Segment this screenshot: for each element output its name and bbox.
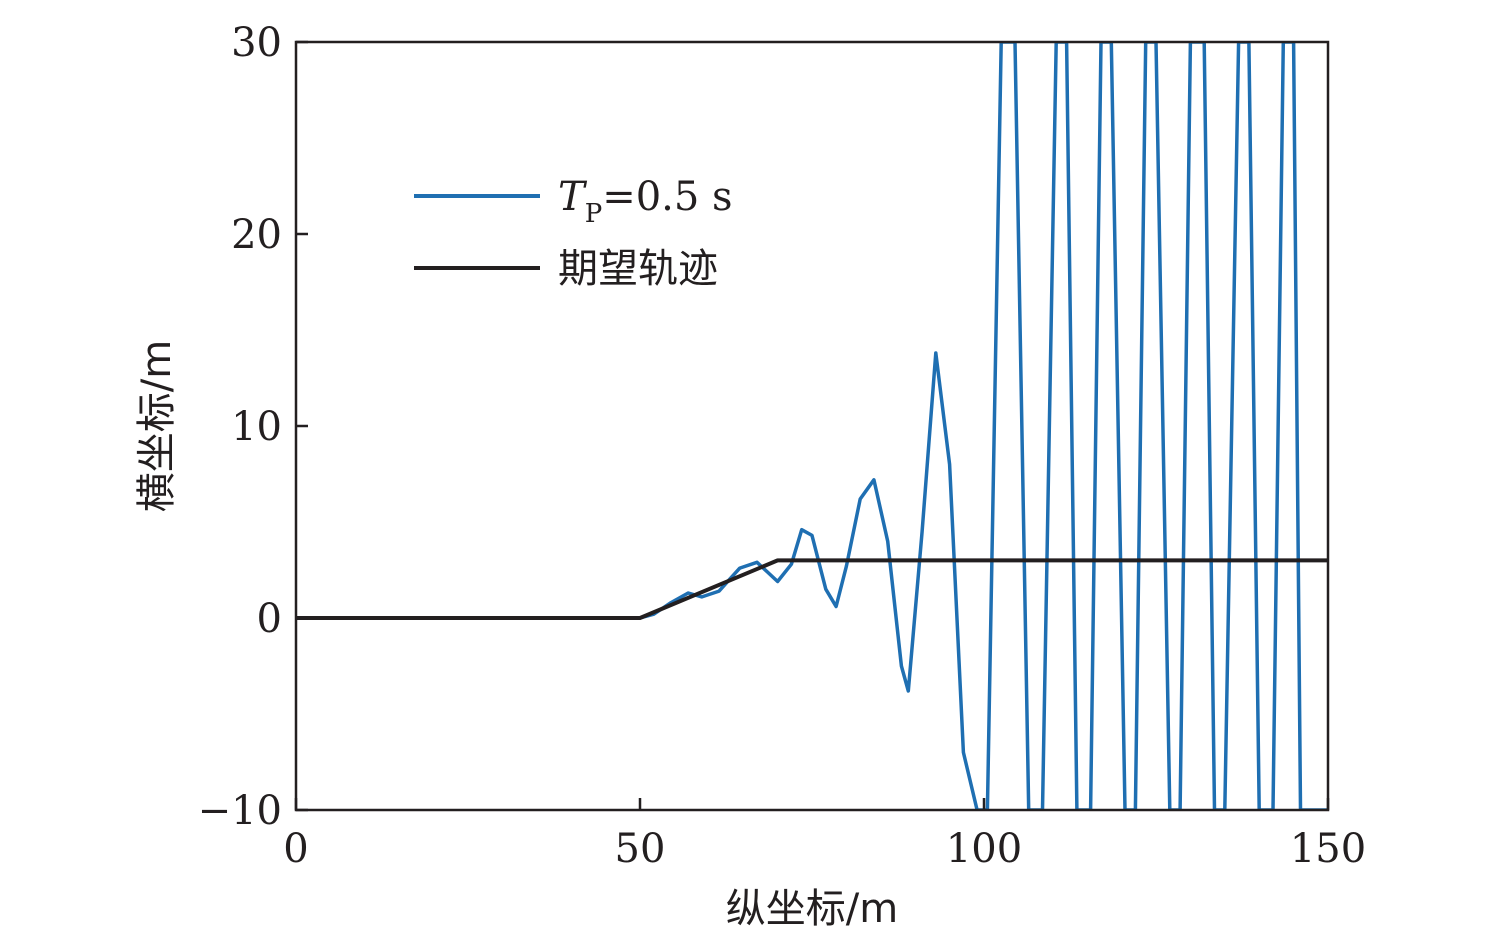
y-axis-title: 横坐标/m bbox=[134, 340, 180, 512]
series-line-tp bbox=[296, 42, 1328, 810]
y-tick-label: 10 bbox=[231, 404, 282, 450]
x-axis-title: 纵坐标/m bbox=[726, 886, 898, 932]
y-tick-label: 20 bbox=[231, 212, 282, 258]
series-line-desired bbox=[296, 558, 1328, 620]
y-tick-label: −10 bbox=[198, 788, 282, 834]
series-layer bbox=[296, 42, 1328, 810]
x-tick-label: 150 bbox=[1290, 826, 1366, 872]
tick-layer bbox=[294, 40, 1330, 812]
legend: TP=0.5 s 期望轨迹 bbox=[414, 174, 733, 292]
x-tick-label: 100 bbox=[946, 826, 1022, 872]
x-tick-label: 50 bbox=[615, 826, 666, 872]
legend-label-desired: 期望轨迹 bbox=[558, 246, 718, 292]
y-tick-label: 30 bbox=[231, 20, 282, 66]
x-tick-label: 0 bbox=[283, 826, 308, 872]
legend-label-tp: TP=0.5 s bbox=[558, 174, 733, 229]
plot-frame bbox=[294, 40, 1330, 812]
plot-area bbox=[294, 40, 1330, 812]
y-tick-label: 0 bbox=[257, 596, 282, 642]
